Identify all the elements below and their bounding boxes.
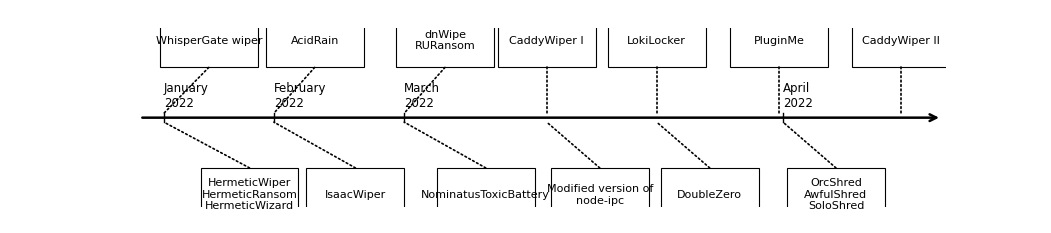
FancyBboxPatch shape [307, 168, 405, 222]
Text: NominatusToxicBattery: NominatusToxicBattery [421, 190, 550, 200]
Text: LokiLocker: LokiLocker [627, 35, 686, 45]
FancyBboxPatch shape [607, 14, 705, 67]
FancyBboxPatch shape [551, 168, 648, 222]
Text: HermeticWiper
HermeticRansom
HermeticWizard: HermeticWiper HermeticRansom HermeticWiz… [202, 178, 297, 211]
FancyBboxPatch shape [396, 14, 494, 67]
Text: January
2022: January 2022 [164, 82, 209, 110]
FancyBboxPatch shape [661, 168, 759, 222]
FancyBboxPatch shape [498, 14, 596, 67]
Text: Modified version of
node-ipc: Modified version of node-ipc [547, 184, 653, 206]
Text: DoubleZero: DoubleZero [677, 190, 742, 200]
Text: CaddyWiper II: CaddyWiper II [862, 35, 940, 45]
Text: WhisperGate wiper: WhisperGate wiper [156, 35, 262, 45]
Text: AcidRain: AcidRain [290, 35, 338, 45]
FancyBboxPatch shape [266, 14, 364, 67]
FancyBboxPatch shape [730, 14, 828, 67]
Text: February
2022: February 2022 [274, 82, 327, 110]
Text: OrcShred
AwfulShred
SoloShred: OrcShred AwfulShred SoloShred [804, 178, 867, 211]
FancyBboxPatch shape [852, 14, 950, 67]
Text: April
2022: April 2022 [783, 82, 812, 110]
Text: March
2022: March 2022 [405, 82, 440, 110]
Text: CaddyWiper I: CaddyWiper I [510, 35, 584, 45]
Text: dnWipe
RURansom: dnWipe RURansom [414, 30, 475, 51]
FancyBboxPatch shape [201, 168, 298, 222]
FancyBboxPatch shape [787, 168, 885, 222]
Text: IsaacWiper: IsaacWiper [325, 190, 386, 200]
Text: PluginMe: PluginMe [754, 35, 804, 45]
FancyBboxPatch shape [437, 168, 535, 222]
FancyBboxPatch shape [160, 14, 257, 67]
